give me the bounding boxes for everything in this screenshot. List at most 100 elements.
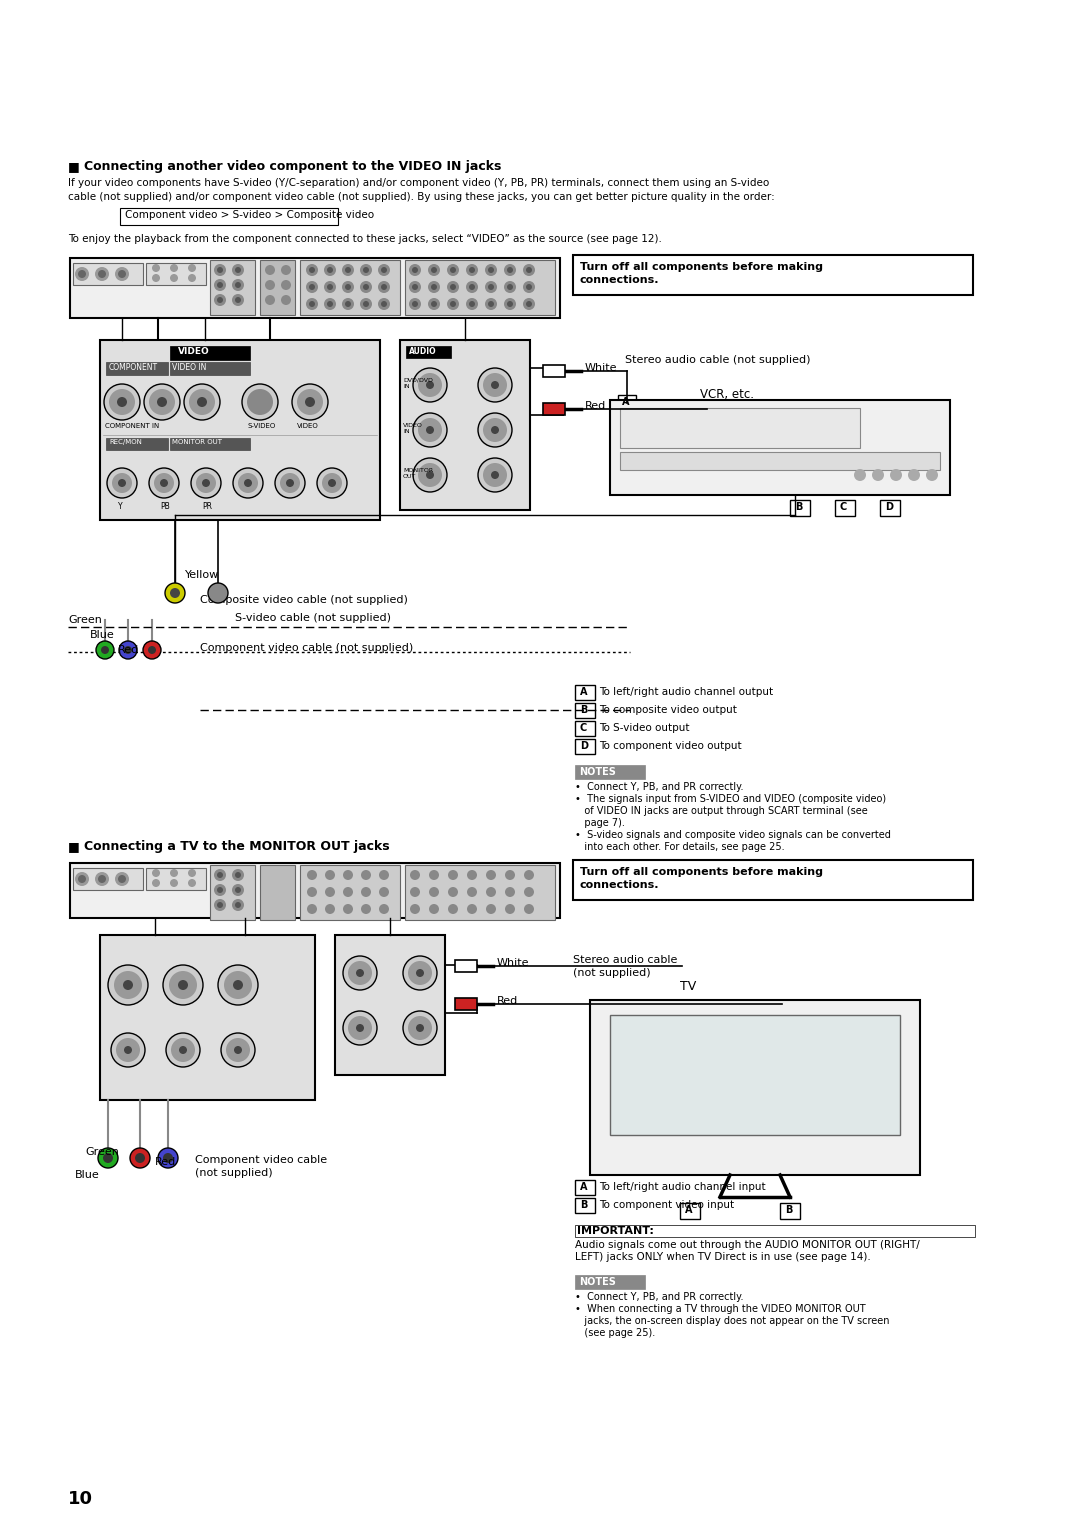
Circle shape [486,903,496,914]
Bar [780,1203,800,1219]
Text: To composite video output: To composite video output [599,704,737,715]
Text: To left/right audio channel input: To left/right audio channel input [599,1182,766,1193]
Circle shape [217,886,222,893]
Circle shape [235,902,241,908]
Circle shape [447,282,459,292]
Circle shape [429,886,438,897]
Bar [590,1000,920,1174]
Circle shape [343,955,377,991]
Circle shape [343,870,353,880]
Text: To enjoy the playback from the component connected to these jacks, select “VIDEO: To enjoy the playback from the component… [68,234,662,243]
Circle shape [149,389,175,415]
Circle shape [238,473,258,493]
Circle shape [413,367,447,403]
Circle shape [189,389,215,415]
Circle shape [109,389,135,415]
Circle shape [208,583,228,603]
Circle shape [281,280,291,289]
Circle shape [324,263,336,276]
Circle shape [483,462,507,487]
Text: Green: Green [85,1147,119,1157]
Text: COMPONENT: COMPONENT [109,363,158,372]
Bar [880,501,900,516]
Circle shape [426,381,434,389]
Circle shape [378,263,390,276]
Text: B: B [795,502,802,511]
Text: Red: Red [156,1157,176,1167]
Text: S-VIDEO: S-VIDEO [248,423,276,429]
Circle shape [327,302,333,308]
Circle shape [297,389,323,415]
Bar [405,865,555,920]
Circle shape [343,886,353,897]
Circle shape [170,274,178,282]
Text: Blue: Blue [90,629,114,640]
Circle shape [188,879,195,886]
Text: Stereo audio cable (not supplied): Stereo audio cable (not supplied) [625,355,810,364]
Text: D: D [580,741,588,752]
Circle shape [108,965,148,1004]
Bar [680,1203,700,1219]
Circle shape [307,886,318,897]
Text: B: B [580,704,588,715]
Circle shape [98,1148,118,1168]
Circle shape [418,462,442,487]
Circle shape [428,299,440,309]
Circle shape [448,903,458,914]
Bar [543,403,565,415]
Bar [610,1015,900,1134]
Text: Red: Red [497,997,518,1006]
Circle shape [361,886,372,897]
Circle shape [363,266,369,273]
Circle shape [98,876,106,883]
Circle shape [447,263,459,276]
Circle shape [305,397,315,407]
Circle shape [324,282,336,292]
Circle shape [322,473,342,493]
Circle shape [450,302,456,308]
Circle shape [217,282,222,288]
Bar [575,739,595,753]
Circle shape [188,263,195,273]
Circle shape [96,641,114,658]
Text: VIDEO: VIDEO [178,348,210,357]
Circle shape [75,873,89,886]
Text: •  When connecting a TV through the VIDEO MONITOR OUT: • When connecting a TV through the VIDEO… [575,1304,866,1314]
Circle shape [488,266,494,273]
Circle shape [95,266,109,282]
Text: White: White [497,958,529,968]
Circle shape [218,965,258,1004]
Text: Component video cable (not supplied): Component video cable (not supplied) [200,643,414,654]
Circle shape [872,468,885,481]
Circle shape [214,870,226,880]
Circle shape [469,283,475,289]
Circle shape [170,870,178,877]
Circle shape [170,879,178,886]
Text: A: A [622,397,630,407]
Text: connections.: connections. [580,276,660,285]
Circle shape [179,1046,187,1053]
Bar [835,501,855,516]
Circle shape [486,870,496,880]
Circle shape [309,302,315,308]
Text: of VIDEO IN jacks are output through SCART terminal (see: of VIDEO IN jacks are output through SCA… [575,805,867,816]
Circle shape [325,886,335,897]
Circle shape [379,870,389,880]
Bar [575,766,645,779]
Circle shape [309,266,315,273]
Circle shape [505,886,515,897]
Text: Blue: Blue [75,1170,99,1180]
Circle shape [280,473,300,493]
Circle shape [98,269,106,279]
Circle shape [409,299,421,309]
Text: Turn off all components before making: Turn off all components before making [580,867,823,877]
Circle shape [361,903,372,914]
Text: 10: 10 [68,1490,93,1508]
Circle shape [135,1153,145,1164]
Circle shape [232,263,244,276]
Circle shape [235,266,241,273]
Text: NOTES: NOTES [579,767,616,778]
Circle shape [214,899,226,911]
Circle shape [247,389,273,415]
Circle shape [281,265,291,276]
